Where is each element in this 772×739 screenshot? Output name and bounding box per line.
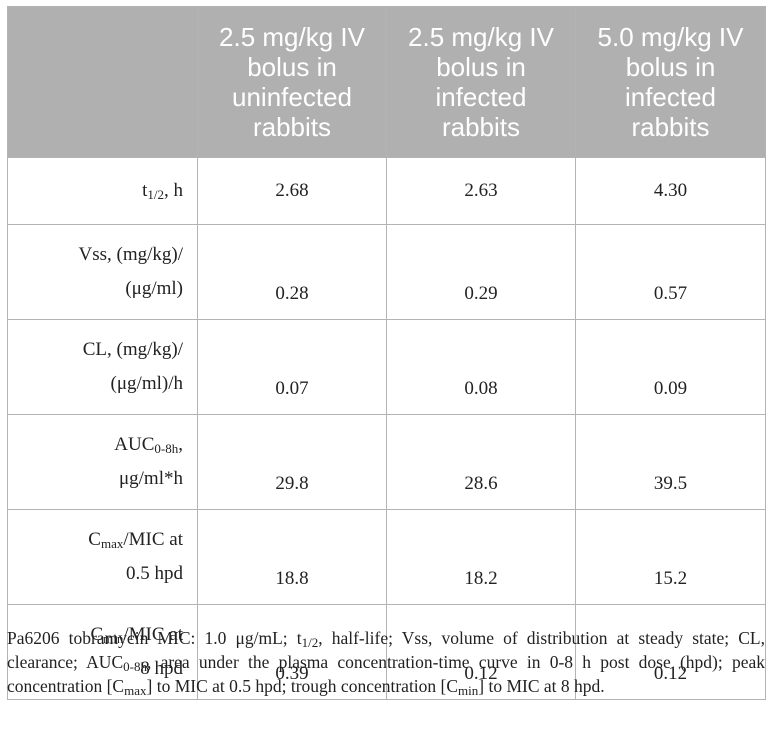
- table-cell: 29.8: [197, 414, 387, 510]
- table-cell: 2.63: [386, 157, 576, 225]
- row-label-half-life: t1/2, h: [7, 157, 198, 225]
- header-infected-5-0: 5.0 mg/kg IV bolus in infected rabbits: [575, 6, 766, 158]
- row-label-vss: Vss, (mg/kg)/(μg/ml): [7, 224, 198, 320]
- table-cell: 18.2: [386, 509, 576, 605]
- table-row: Cmax/MIC at 0.5 hpd 18.8 18.2 15.2: [7, 509, 766, 605]
- table-cell: 0.29: [386, 224, 576, 320]
- pk-parameters-table: 2.5 mg/kg IV bolus in uninfected rabbits…: [7, 6, 766, 700]
- row-label-auc: AUC0-8h, μg/ml*h: [7, 414, 198, 510]
- table-footnote: Pa6206 tobramycin MIC: 1.0 μg/mL; t1/2, …: [7, 628, 765, 698]
- table-cell: 18.8: [197, 509, 387, 605]
- table-cell: 4.30: [575, 157, 766, 225]
- row-label-clearance: CL, (mg/kg)/(μg/ml)/h: [7, 319, 198, 415]
- pk-table-container: 2.5 mg/kg IV bolus in uninfected rabbits…: [7, 6, 766, 700]
- table-cell: 0.09: [575, 319, 766, 415]
- table-row: AUC0-8h, μg/ml*h 29.8 28.6 39.5: [7, 414, 766, 510]
- table-cell: 0.08: [386, 319, 576, 415]
- table-cell: 28.6: [386, 414, 576, 510]
- table-row: Vss, (mg/kg)/(μg/ml) 0.28 0.29 0.57: [7, 224, 766, 320]
- table-cell: 39.5: [575, 414, 766, 510]
- header-uninfected-2-5: 2.5 mg/kg IV bolus in uninfected rabbits: [197, 6, 387, 158]
- table-cell: 0.39: [197, 604, 387, 700]
- table-cell: 0.07: [197, 319, 387, 415]
- header-infected-2-5: 2.5 mg/kg IV bolus in infected rabbits: [386, 6, 576, 158]
- table-cell: 0.57: [575, 224, 766, 320]
- table-row: t1/2, h 2.68 2.63 4.30: [7, 157, 766, 225]
- table-cell: 2.68: [197, 157, 387, 225]
- table-cell: 0.28: [197, 224, 387, 320]
- table-header-row: 2.5 mg/kg IV bolus in uninfected rabbits…: [7, 6, 766, 158]
- table-cell: 15.2: [575, 509, 766, 605]
- row-label-cmin-mic: Cmin/MIC at 8 hpd: [7, 604, 198, 700]
- table-row: Cmin/MIC at 8 hpd 0.39 0.12 0.12: [7, 604, 766, 700]
- header-corner-cell: [7, 6, 198, 158]
- table-row: CL, (mg/kg)/(μg/ml)/h 0.07 0.08 0.09: [7, 319, 766, 415]
- row-label-cmax-mic: Cmax/MIC at 0.5 hpd: [7, 509, 198, 605]
- table-cell: 0.12: [575, 604, 766, 700]
